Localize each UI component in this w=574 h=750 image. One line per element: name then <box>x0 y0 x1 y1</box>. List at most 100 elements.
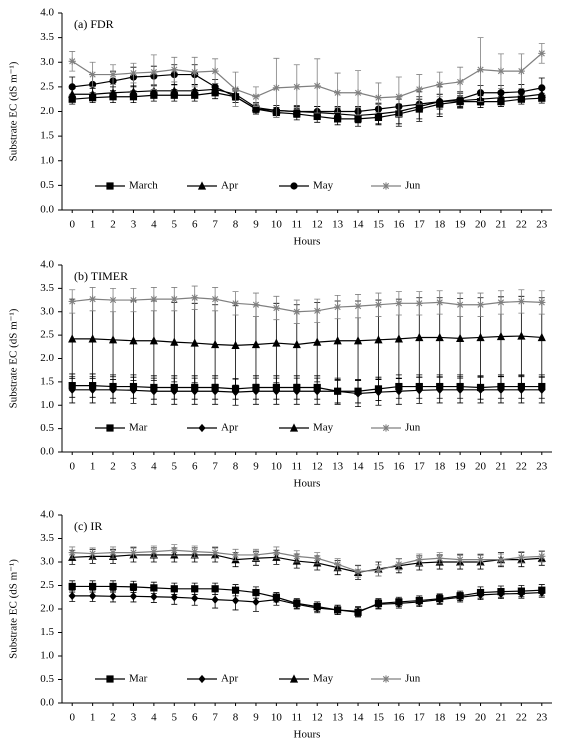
x-tick-label: 19 <box>455 712 467 724</box>
y-tick-label: 3.5 <box>40 282 54 294</box>
data-point <box>231 586 240 594</box>
data-point <box>476 385 485 394</box>
data-point <box>108 335 118 344</box>
data-point <box>129 69 138 77</box>
x-tick-label: 22 <box>516 461 527 473</box>
data-point <box>476 66 485 74</box>
y-tick-label: 2.0 <box>40 105 54 117</box>
data-point <box>231 388 240 397</box>
x-tick-label: 16 <box>393 219 405 231</box>
data-point <box>68 591 76 600</box>
y-tick-label: 0.5 <box>40 422 54 434</box>
y-tick-label: 4.0 <box>40 7 54 19</box>
data-point <box>293 600 301 609</box>
data-point <box>395 93 403 101</box>
data-point <box>538 84 546 92</box>
x-axis-title: Hours <box>294 478 321 490</box>
data-point <box>272 304 280 312</box>
data-point <box>129 87 138 96</box>
data-point <box>334 89 342 97</box>
data-point <box>149 86 158 95</box>
data-point <box>68 549 76 557</box>
x-tick-label: 1 <box>90 712 96 724</box>
y-tick-label: 2.0 <box>40 603 54 615</box>
data-point <box>170 387 178 396</box>
x-tick-label: 4 <box>151 219 157 231</box>
data-point <box>191 594 199 603</box>
data-point <box>374 335 383 344</box>
data-point <box>497 385 505 394</box>
data-point <box>150 295 158 303</box>
legend-label: May <box>313 422 334 434</box>
data-point <box>272 595 280 604</box>
data-point <box>415 85 423 93</box>
x-tick-label: 1 <box>90 219 96 231</box>
data-point <box>252 93 260 101</box>
x-tick-label: 20 <box>475 461 487 473</box>
data-point <box>456 95 464 103</box>
data-point <box>190 86 199 95</box>
legend-label: Jun <box>405 673 421 685</box>
data-point <box>170 295 178 303</box>
data-point <box>68 385 76 394</box>
x-tick-label: 9 <box>253 461 259 473</box>
data-point <box>334 605 342 615</box>
x-tick-label: 16 <box>393 461 405 473</box>
x-axis-title: Hours <box>294 236 321 248</box>
data-point <box>436 385 444 394</box>
y-axis-title: Substrate EC (dS m⁻¹) <box>8 61 20 161</box>
legend-label: Jun <box>405 180 421 192</box>
data-point <box>436 298 444 306</box>
data-point <box>354 607 362 616</box>
x-tick-label: 5 <box>172 712 178 724</box>
series-line <box>72 92 542 120</box>
legend-marker <box>290 182 298 190</box>
data-point <box>415 597 423 607</box>
x-tick-label: 18 <box>434 712 446 724</box>
data-point <box>68 297 76 306</box>
data-point <box>211 585 219 593</box>
data-point <box>334 560 342 568</box>
x-tick-label: 4 <box>151 461 157 473</box>
x-tick-label: 9 <box>253 712 259 724</box>
data-point <box>191 68 199 76</box>
x-tick-label: 6 <box>192 712 198 724</box>
data-point <box>517 67 525 75</box>
data-point <box>170 585 178 593</box>
data-point <box>89 295 97 303</box>
x-tick-label: 10 <box>271 219 283 231</box>
x-tick-label: 22 <box>516 712 527 724</box>
data-point <box>313 82 321 90</box>
data-point <box>68 334 77 343</box>
series-line <box>72 554 542 573</box>
y-tick-label: 1.0 <box>40 399 54 411</box>
y-tick-label: 3.5 <box>40 532 54 544</box>
legend-marker <box>106 182 114 190</box>
series-line <box>72 389 542 395</box>
y-axis-title: Substrate EC (dS m⁻¹) <box>8 559 20 659</box>
data-point <box>313 307 321 315</box>
x-tick-label: 13 <box>332 712 344 724</box>
data-point <box>456 385 464 394</box>
x-tick-label: 19 <box>455 219 467 231</box>
data-point <box>129 549 138 557</box>
data-point <box>313 603 321 613</box>
data-point <box>150 68 158 76</box>
data-point <box>89 591 97 600</box>
data-point <box>231 85 240 93</box>
panel-label: (b) TIMER <box>74 269 128 283</box>
data-point <box>395 387 403 396</box>
y-tick-label: 2.5 <box>40 579 54 591</box>
y-tick-label: 2.5 <box>40 80 54 92</box>
data-point <box>293 387 301 396</box>
x-tick-label: 20 <box>475 219 487 231</box>
data-point <box>211 67 219 75</box>
x-tick-label: 22 <box>516 219 527 231</box>
legend-marker <box>382 182 390 190</box>
data-point <box>497 556 505 564</box>
y-tick-label: 0.0 <box>40 204 54 216</box>
data-point <box>395 599 403 608</box>
data-point <box>538 588 546 597</box>
data-point <box>251 339 261 349</box>
